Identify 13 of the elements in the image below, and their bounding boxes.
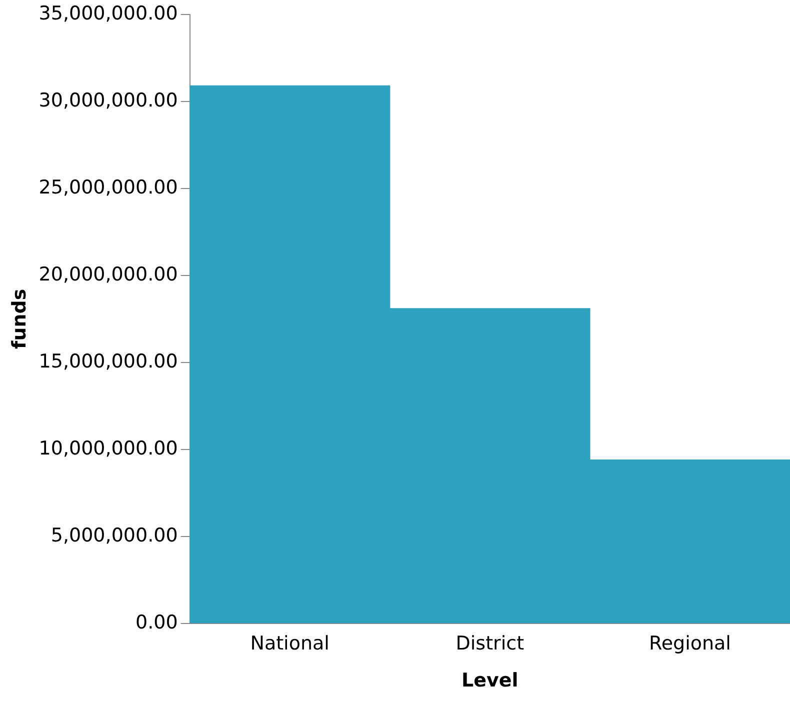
y-tick-label: 20,000,000.00: [38, 263, 178, 286]
y-tick-label: 25,000,000.00: [38, 176, 178, 198]
y-tick-label: 35,000,000.00: [38, 2, 178, 24]
x-axis-title: Level: [462, 670, 518, 692]
y-axis-title: funds: [8, 288, 30, 350]
y-tick-label: 10,000,000.00: [38, 437, 178, 460]
y-tick-label: 30,000,000.00: [38, 89, 178, 112]
y-tick-label: 15,000,000.00: [38, 350, 178, 372]
y-tick-label: 0.00: [135, 611, 178, 634]
y-tick-label: 5,000,000.00: [50, 524, 178, 546]
x-tick-label: District: [456, 632, 524, 655]
x-tick-label: National: [250, 632, 330, 655]
x-tick-label: Regional: [648, 632, 731, 655]
